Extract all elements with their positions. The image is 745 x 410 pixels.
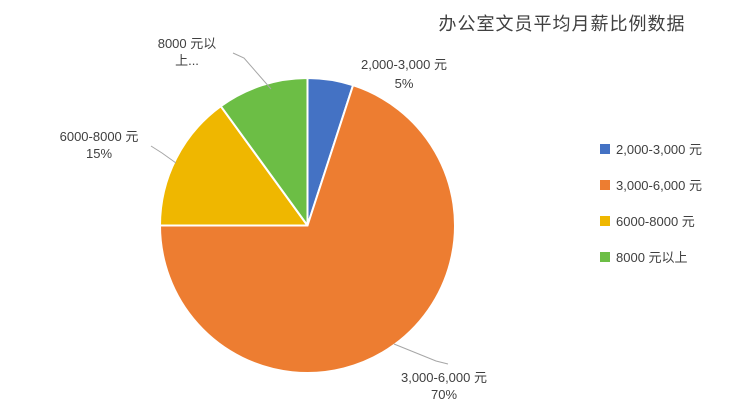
legend-item-8000-plus[interactable]: 8000 元以上 xyxy=(600,249,702,265)
slice-label-percent: 5% xyxy=(394,76,414,91)
slice-label-category: 6000-8000 元 xyxy=(59,129,139,144)
legend-swatch-yellow xyxy=(600,215,610,226)
slice-label-category: 8000 元以 xyxy=(157,36,217,51)
slice-label-category: 3,000-6,000 元 xyxy=(400,370,487,385)
legend: 2,000-3,000 元 3,000-6,000 元 6000-8000 元 … xyxy=(600,141,702,285)
legend-swatch-green xyxy=(600,251,610,262)
slice-label-category: 2,000-3,000 元 xyxy=(360,57,447,72)
slice-label-3000-6000: 3,000-6,000 元 70% xyxy=(379,369,509,403)
legend-label: 3,000-6,000 元 xyxy=(616,178,703,193)
pie-slice-8000-plus[interactable] xyxy=(219,77,309,227)
leader-line-8000-plus xyxy=(232,52,272,90)
slice-label-percent: 70% xyxy=(430,387,458,402)
legend-label: 8000 元以上 xyxy=(616,250,688,265)
legend-swatch-blue xyxy=(600,143,610,154)
legend-item-3000-6000[interactable]: 3,000-6,000 元 xyxy=(600,177,703,193)
pie-slice-3000-6000[interactable] xyxy=(159,84,456,374)
legend-swatch-orange xyxy=(600,179,610,190)
slice-label-8000-plus: 8000 元以 上... xyxy=(122,35,252,69)
slice-label-percent: 15% xyxy=(85,146,113,161)
leader-line-3000-6000 xyxy=(393,343,449,365)
legend-label: 2,000-3,000 元 xyxy=(616,142,703,157)
leader-line-6000-8000 xyxy=(150,145,177,164)
legend-item-2000-3000[interactable]: 2,000-3,000 元 xyxy=(600,141,703,157)
legend-label: 6000-8000 元 xyxy=(616,214,695,229)
legend-item-6000-8000[interactable]: 6000-8000 元 xyxy=(600,213,702,229)
chart-title: 办公室文员平均月薪比例数据 xyxy=(438,14,686,34)
slice-label-6000-8000: 6000-8000 元 15% xyxy=(34,128,164,162)
slice-label-2000-3000: 2,000-3,000 元 5% xyxy=(339,55,469,93)
slice-label-category-truncated: 上... xyxy=(175,53,199,68)
pie-slice-6000-8000[interactable] xyxy=(159,105,309,227)
